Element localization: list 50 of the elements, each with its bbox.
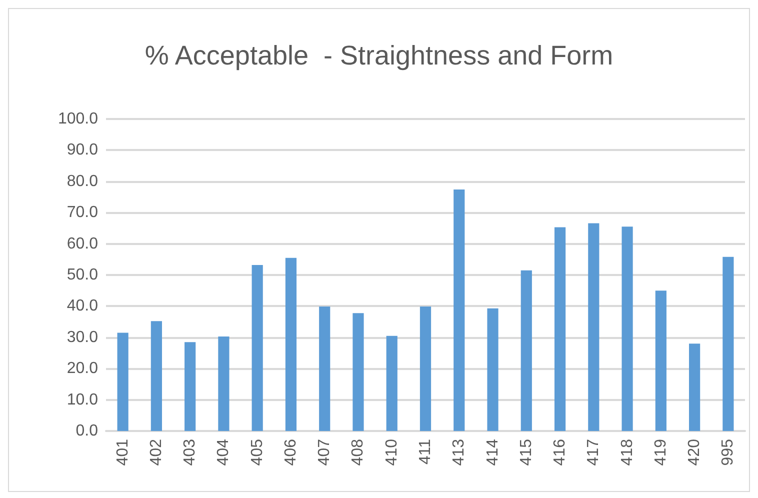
y-tick-label: 70.0 <box>66 204 98 222</box>
bar <box>722 256 734 431</box>
x-tick-label: 410 <box>383 438 400 466</box>
y-tick-label: 90.0 <box>66 142 98 159</box>
x-tick-label: 405 <box>248 438 266 466</box>
bar <box>520 270 532 431</box>
bar <box>689 344 700 431</box>
x-tick-label: 402 <box>148 438 165 466</box>
x-tick-label: 407 <box>316 438 334 466</box>
y-tick-label: 100.0 <box>58 110 98 128</box>
x-tick-label: 415 <box>518 438 535 466</box>
bar <box>420 306 432 431</box>
x-tick-label: 417 <box>585 438 602 466</box>
x-tick-label: 408 <box>350 438 367 466</box>
y-tick-label: 20.0 <box>66 360 98 378</box>
x-tick-label: 411 <box>417 438 434 465</box>
bar <box>117 332 128 431</box>
y-tick-label: 10.0 <box>66 391 98 408</box>
x-tick-label: 414 <box>484 438 502 466</box>
x-tick-label: 406 <box>282 438 300 466</box>
bar <box>352 313 364 431</box>
x-tick-label: 404 <box>215 438 232 466</box>
x-tick-label: 419 <box>652 438 670 466</box>
bar <box>454 190 465 431</box>
bar <box>386 336 398 431</box>
bar <box>285 258 297 431</box>
y-tick-label: 30.0 <box>66 328 98 346</box>
bar <box>184 342 196 431</box>
y-tick-label: 0.0 <box>76 422 98 440</box>
bar <box>252 265 263 431</box>
bar <box>150 321 162 431</box>
y-tick-label: 50.0 <box>66 266 98 284</box>
y-tick-label: 60.0 <box>66 235 98 252</box>
x-tick-label: 401 <box>114 438 132 466</box>
y-tick-label: 80.0 <box>66 172 98 190</box>
bar <box>655 290 666 431</box>
bar <box>487 308 498 431</box>
bar <box>588 223 600 431</box>
x-tick-label: 416 <box>552 438 569 466</box>
chart-title: % Acceptable - Straightness and Form <box>144 40 614 70</box>
bar <box>319 306 330 431</box>
x-tick-label: 995 <box>720 438 737 466</box>
x-tick-label: 420 <box>686 438 704 466</box>
x-tick-label: 413 <box>450 438 468 466</box>
x-tick-label: 403 <box>182 438 199 466</box>
bar <box>554 227 566 431</box>
bar <box>622 226 633 431</box>
y-tick-label: 40.0 <box>66 298 98 315</box>
x-tick-label: 418 <box>618 438 636 466</box>
bar <box>218 336 230 431</box>
